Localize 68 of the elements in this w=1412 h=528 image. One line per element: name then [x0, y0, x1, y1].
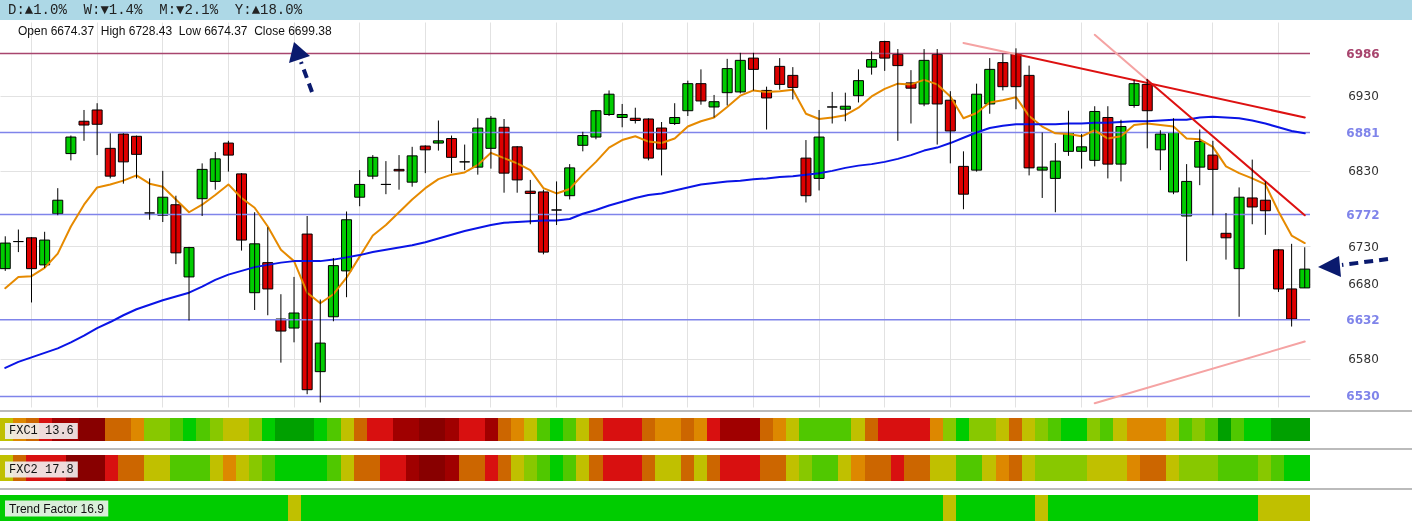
candlestick [839, 92, 851, 122]
candlestick [577, 131, 589, 152]
candlestick [787, 66, 799, 100]
candlestick [314, 298, 326, 403]
ref-line-label: 6986 [1346, 46, 1380, 61]
ref-line-label: 6530 [1346, 389, 1380, 404]
y-tick-label: 6930 [1348, 89, 1379, 104]
candlestick [380, 160, 392, 195]
candlestick [826, 91, 838, 125]
candlestick [104, 132, 116, 179]
candlestick [117, 132, 129, 185]
ref-line-label: 6632 [1346, 312, 1380, 327]
candlestick [419, 144, 431, 174]
candlestick [1128, 79, 1140, 109]
candlestick [747, 52, 759, 91]
candlestick [1207, 140, 1219, 216]
candlestick [1181, 163, 1193, 262]
candlestick [354, 169, 366, 207]
candlestick [1194, 129, 1206, 186]
candlestick [774, 57, 786, 91]
candlestick [852, 68, 864, 103]
candlestick [393, 154, 405, 191]
ref-line-label: 6881 [1346, 125, 1380, 140]
candlestick [957, 150, 969, 210]
candlestick [0, 235, 11, 272]
chart-title: D:▲1.0% W:▼1.4% M:▼2.1% Y:▲18.0% [8, 2, 303, 18]
y-tick-label: 6730 [1348, 239, 1379, 254]
candlestick [1299, 246, 1311, 289]
candlestick [866, 50, 878, 76]
candlestick [26, 236, 37, 303]
candlestick [1036, 132, 1048, 199]
text: FXC1 13.6 [9, 424, 74, 438]
candlestick [682, 80, 694, 117]
ref-line-label: 6772 [1346, 207, 1380, 222]
candlestick [997, 53, 1009, 91]
candlestick [1286, 243, 1298, 328]
candlestick [432, 120, 444, 152]
candlestick [131, 135, 143, 179]
candlestick [459, 144, 471, 171]
candlestick [1246, 159, 1258, 225]
y-tick-label: 6580 [1348, 352, 1379, 367]
text: FXC2 17.8 [9, 462, 74, 477]
candlestick [446, 135, 458, 174]
candlestick [1049, 142, 1061, 213]
candlestick [1273, 248, 1284, 293]
candlestick [144, 177, 156, 221]
text: Trend Factor 16.9 [9, 501, 105, 516]
candlestick [406, 146, 418, 188]
candlestick [734, 52, 746, 94]
candlestick [367, 154, 379, 180]
candlestick [616, 103, 628, 128]
candlestick [12, 229, 24, 253]
candlestick [721, 58, 733, 106]
candlestick [39, 231, 51, 269]
chart-subtitle: Open 6674.37 High 6728.43 Low 6674.37 Close 6699.38 [18, 24, 332, 38]
candlestick [196, 162, 208, 217]
candlestick [222, 140, 234, 173]
candlestick [1154, 129, 1166, 171]
candlestick [209, 151, 221, 191]
line-series [4, 115, 1306, 369]
y-tick-label: 6830 [1348, 164, 1379, 179]
y-tick-label: 6680 [1348, 277, 1379, 292]
candlestick [551, 180, 563, 226]
candlestick [892, 48, 904, 142]
candlestick [65, 135, 77, 161]
candlestick [669, 102, 681, 126]
candlestick [1076, 133, 1088, 170]
candlestick [1167, 117, 1179, 195]
